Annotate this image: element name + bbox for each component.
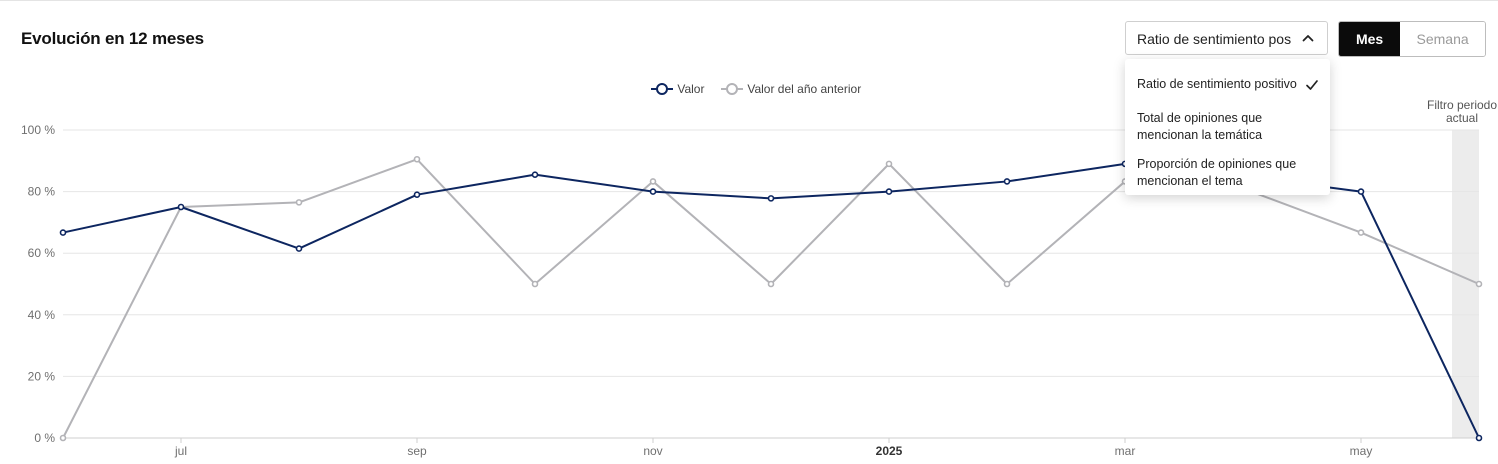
data-point-anterior (59, 434, 67, 442)
data-point-anterior (649, 178, 657, 185)
dropdown-option-total-opinions[interactable]: Total de opiniones que mencionan la temá… (1137, 110, 1322, 144)
y-tick-label: 40 % (28, 308, 56, 322)
y-tick-label: 60 % (28, 246, 56, 260)
check-icon (1306, 80, 1318, 90)
toggle-semana[interactable]: Semana (1400, 22, 1485, 56)
x-tick-label: sep (407, 444, 427, 458)
metric-dropdown-menu: Ratio de sentimiento positivo Total de o… (1125, 59, 1330, 195)
chart-title: Evolución en 12 meses (21, 29, 204, 48)
legend-marker-valor (651, 82, 673, 95)
filter-band-label: Filtro periodo actual (1426, 98, 1498, 125)
data-point-valor (295, 245, 303, 252)
legend-marker-anterior (721, 82, 743, 95)
toggle-mes[interactable]: Mes (1339, 22, 1401, 56)
metric-select[interactable]: Ratio de sentimiento positivo (1125, 21, 1328, 55)
data-point-valor (413, 191, 421, 198)
dropdown-option-sentiment-ratio[interactable]: Ratio de sentimiento positivo (1137, 76, 1322, 93)
data-point-valor (649, 188, 657, 195)
data-point-anterior (295, 199, 303, 206)
data-point-anterior (1003, 280, 1011, 288)
data-point-valor (59, 229, 67, 236)
y-tick-label: 0 % (34, 431, 55, 445)
data-point-valor (1003, 178, 1011, 185)
data-point-anterior (1475, 280, 1483, 288)
period-toggle: Mes Semana (1338, 21, 1486, 57)
x-tick-label: may (1350, 444, 1373, 458)
current-period-band (1452, 130, 1479, 438)
x-tick-label: jul (174, 444, 187, 458)
legend-item-anterior[interactable]: Valor del año anterior (720, 81, 861, 96)
option-label: Total de opiniones que mencionan la temá… (1137, 111, 1263, 142)
x-tick-label: mar (1115, 444, 1136, 458)
chevron-up-icon (1302, 35, 1314, 42)
metric-select-value: Ratio de sentimiento positivo (1137, 31, 1292, 47)
option-label: Ratio de sentimiento positivo (1137, 77, 1297, 91)
dropdown-option-opinion-proportion[interactable]: Proporción de opiniones que mencionan el… (1137, 156, 1322, 190)
x-tick-label: nov (643, 444, 662, 458)
y-tick-label: 80 % (28, 185, 56, 199)
data-point-anterior (885, 160, 893, 168)
data-point-anterior (531, 280, 539, 288)
option-label: Proporción de opiniones que mencionan el… (1137, 157, 1297, 188)
data-point-anterior (767, 280, 775, 288)
data-point-valor (767, 195, 775, 202)
data-point-anterior (413, 155, 421, 163)
data-point-valor (1475, 434, 1483, 442)
legend-item-valor[interactable]: Valor (650, 81, 704, 96)
y-tick-label: 100 % (21, 123, 55, 137)
y-tick-label: 20 % (28, 369, 56, 383)
series-line-valor (62, 162, 1480, 439)
x-tick-label: 2025 (876, 444, 903, 458)
data-point-valor (1357, 188, 1365, 195)
data-point-anterior (1357, 229, 1365, 236)
legend-label-valor: Valor (677, 81, 705, 96)
legend-label-anterior: Valor del año anterior (747, 81, 862, 96)
data-point-valor (885, 188, 893, 195)
data-point-valor (177, 203, 185, 211)
data-point-valor (531, 171, 539, 178)
